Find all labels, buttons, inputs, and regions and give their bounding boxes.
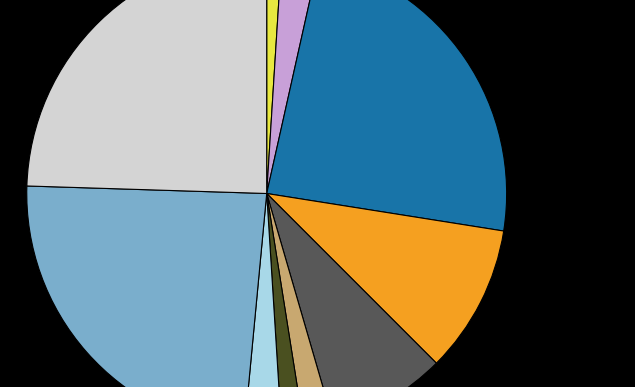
Wedge shape bbox=[27, 186, 267, 387]
Wedge shape bbox=[267, 0, 507, 231]
Wedge shape bbox=[267, 194, 504, 363]
Wedge shape bbox=[267, 194, 436, 387]
Wedge shape bbox=[267, 194, 304, 387]
Wedge shape bbox=[244, 194, 282, 387]
Wedge shape bbox=[267, 0, 319, 194]
Wedge shape bbox=[27, 0, 267, 194]
Wedge shape bbox=[267, 194, 333, 387]
Wedge shape bbox=[267, 0, 282, 194]
